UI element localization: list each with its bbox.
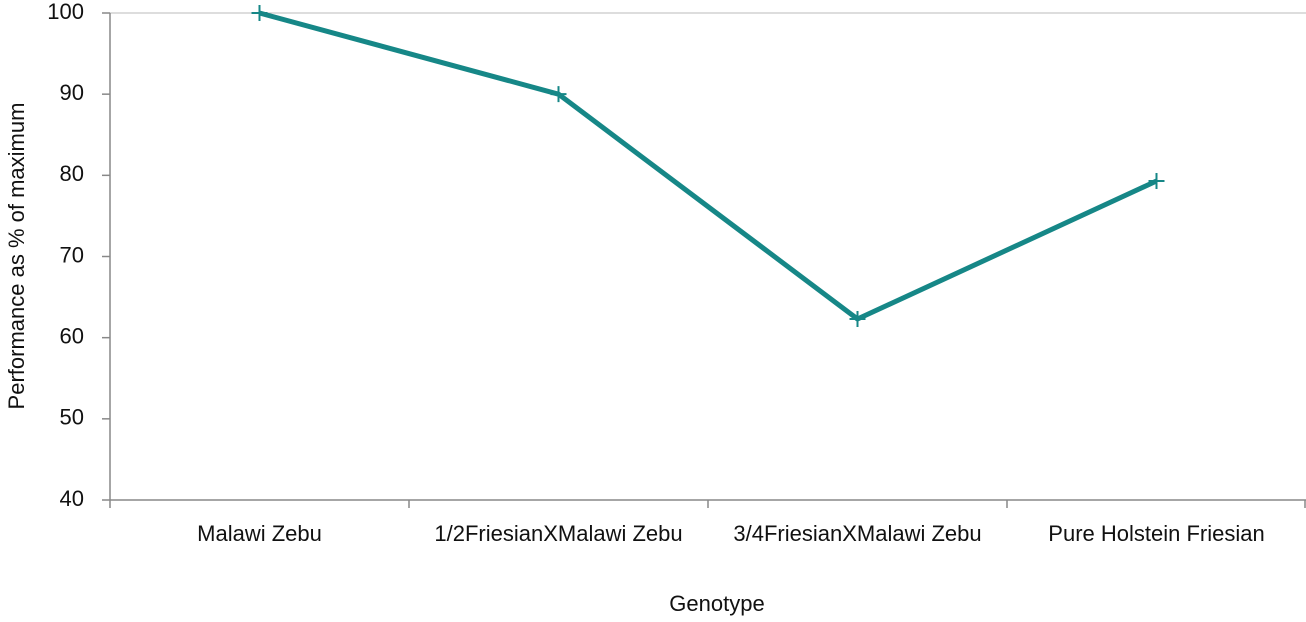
marker <box>1148 173 1165 190</box>
marker <box>550 86 567 103</box>
marker <box>849 310 866 327</box>
x-tick-label: 3/4FriesianXMalawi Zebu <box>733 521 982 546</box>
y-tick-label: 70 <box>60 242 84 267</box>
x-tick-label: Malawi Zebu <box>197 521 322 546</box>
y-axis-label: Performance as % of maximum <box>4 103 29 410</box>
y-tick-label: 80 <box>60 161 84 186</box>
y-tick-label: 40 <box>60 486 84 511</box>
line-series <box>258 10 1158 322</box>
y-tick-label: 50 <box>60 405 84 430</box>
y-tick-label: 90 <box>60 80 84 105</box>
x-axis-label: Genotype <box>669 591 764 616</box>
x-tick-label: Pure Holstein Friesian <box>1048 521 1265 546</box>
y-tick-label: 60 <box>60 323 84 348</box>
x-tick-label: 1/2FriesianXMalawi Zebu <box>434 521 683 546</box>
y-tick-label: 100 <box>47 0 84 24</box>
marker <box>251 5 268 21</box>
